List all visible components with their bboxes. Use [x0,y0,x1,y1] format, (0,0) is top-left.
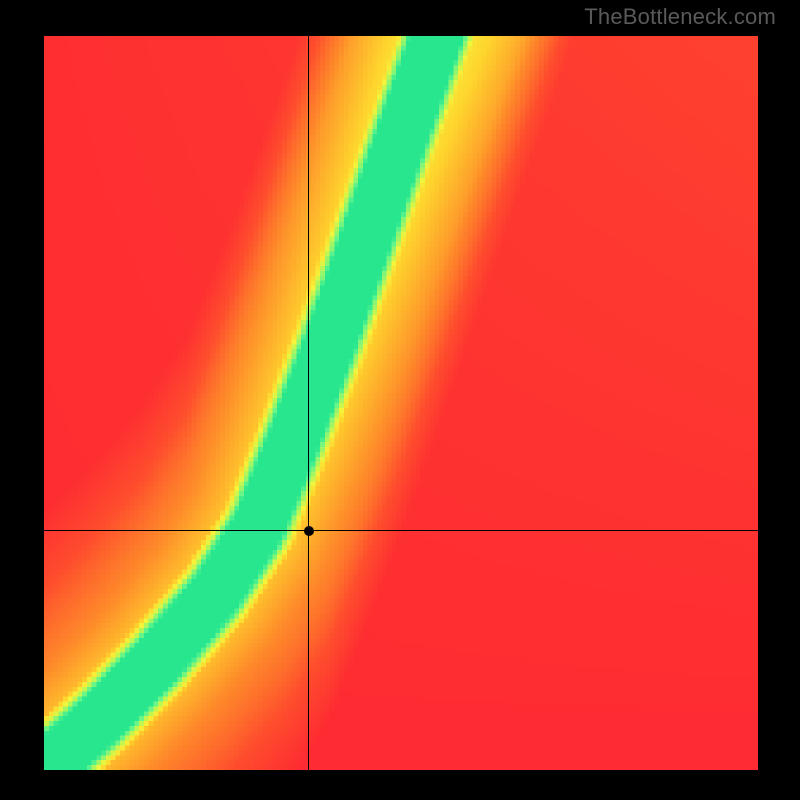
bottleneck-heatmap [44,36,758,770]
watermark-text: TheBottleneck.com [584,4,776,30]
plot-area [44,36,758,770]
